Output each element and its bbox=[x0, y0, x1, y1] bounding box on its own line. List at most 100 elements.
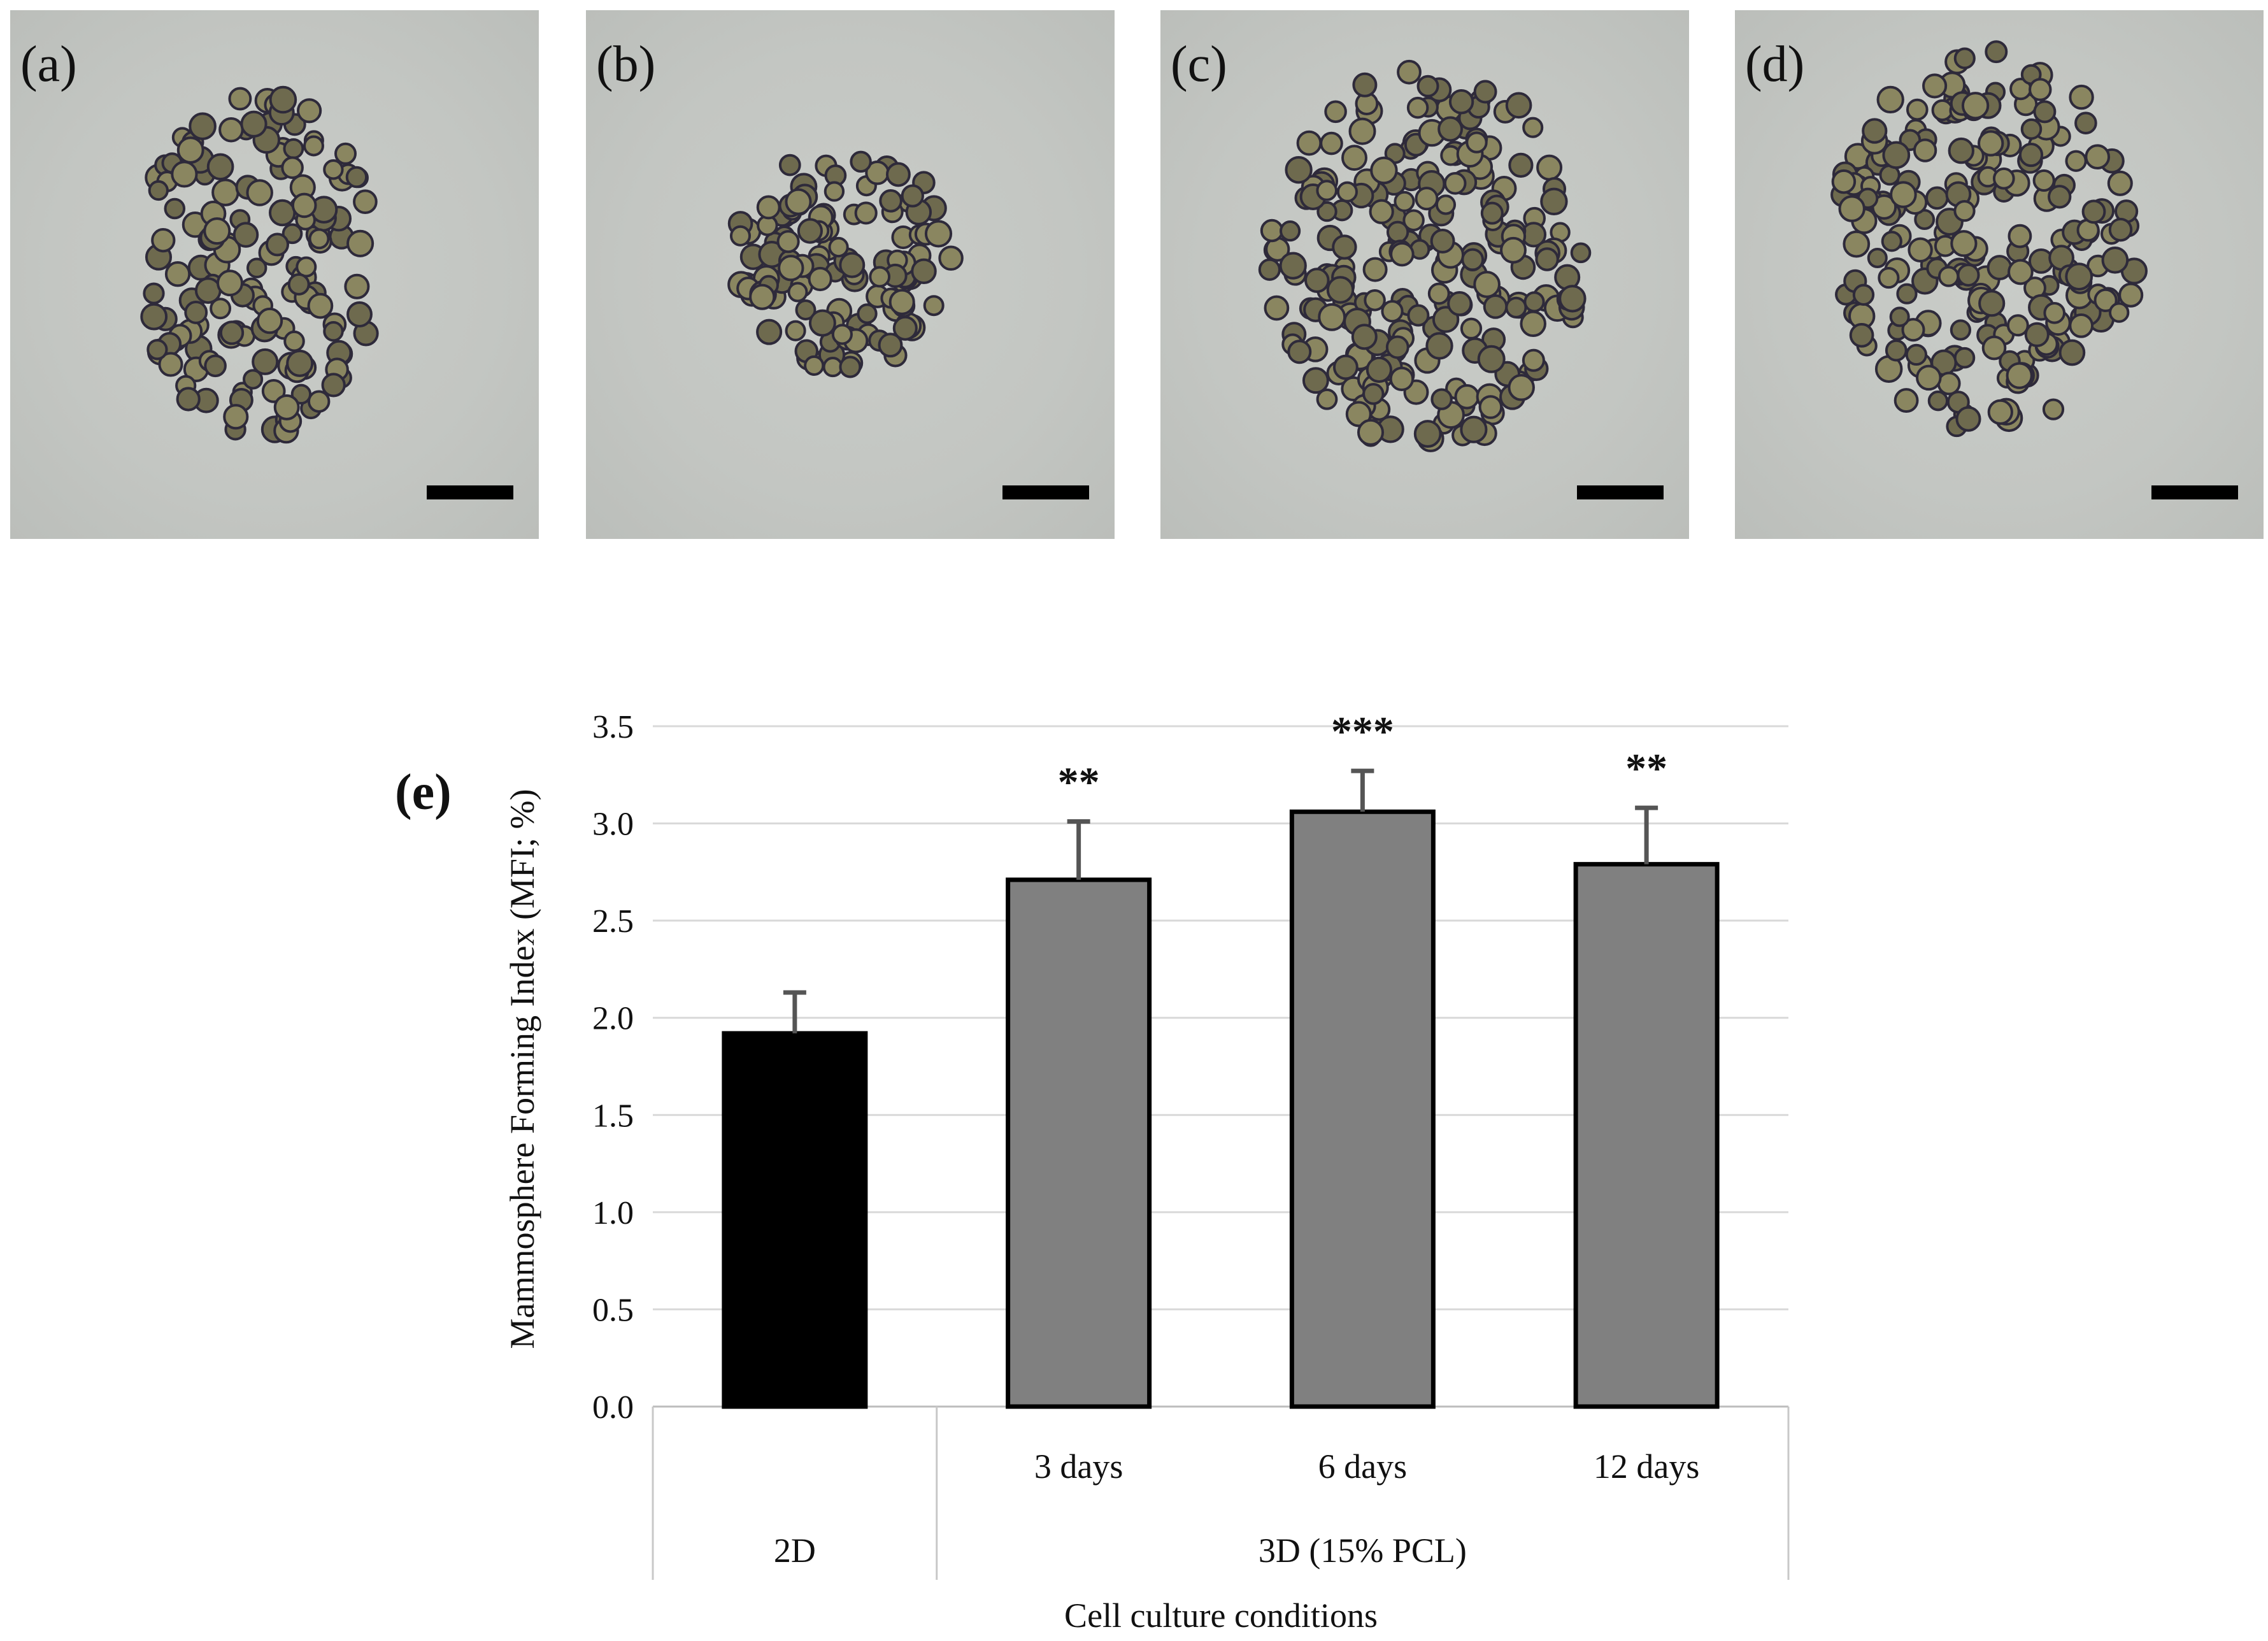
cell bbox=[2108, 217, 2133, 242]
micrograph-d: (d) bbox=[1735, 10, 2264, 539]
cell bbox=[2093, 288, 2118, 313]
cell bbox=[252, 348, 279, 375]
cell bbox=[1905, 343, 1928, 366]
cell bbox=[1831, 169, 1857, 194]
cell bbox=[1882, 141, 1911, 169]
cell bbox=[808, 266, 832, 292]
cell bbox=[2043, 301, 2066, 324]
cell bbox=[2029, 78, 2052, 101]
scale-bar-d bbox=[2151, 485, 2238, 499]
scale-bar-a bbox=[427, 485, 513, 499]
cell bbox=[1280, 220, 1301, 242]
cell bbox=[143, 282, 165, 305]
cell bbox=[778, 154, 801, 176]
cell bbox=[924, 220, 953, 248]
cell bbox=[1435, 194, 1457, 215]
cell bbox=[1950, 230, 1978, 257]
cell bbox=[1480, 201, 1504, 225]
cell bbox=[1324, 100, 1347, 124]
cell bbox=[223, 404, 249, 430]
cell bbox=[1304, 268, 1330, 293]
cell bbox=[1326, 276, 1355, 304]
cell bbox=[158, 352, 183, 377]
cell bbox=[1389, 366, 1415, 392]
cell bbox=[206, 153, 234, 181]
cell bbox=[1425, 332, 1453, 360]
cell bbox=[1948, 137, 1974, 164]
y-tick-label: 2.5 bbox=[592, 903, 634, 940]
cell bbox=[1522, 348, 1545, 372]
cell bbox=[281, 156, 304, 179]
cell bbox=[1953, 47, 1976, 69]
cell bbox=[246, 257, 267, 278]
cell bbox=[1413, 420, 1442, 448]
cell bbox=[1978, 130, 2004, 157]
cell bbox=[1473, 80, 1497, 104]
micrograph-a: (a) bbox=[10, 10, 539, 539]
cell bbox=[1366, 356, 1393, 383]
cell bbox=[1985, 40, 2008, 64]
cell bbox=[2006, 362, 2033, 389]
cell bbox=[1466, 131, 1488, 154]
cell bbox=[323, 159, 344, 180]
cell-cluster-b bbox=[727, 150, 964, 378]
cell bbox=[1987, 399, 2013, 426]
x-group-label: 3D (15% PCL) bbox=[1259, 1531, 1467, 1570]
cell bbox=[1916, 364, 1942, 391]
cell bbox=[776, 230, 800, 254]
cell bbox=[1885, 339, 1908, 362]
cell bbox=[2006, 314, 2029, 337]
cell bbox=[1460, 415, 1488, 443]
cell bbox=[1447, 290, 1473, 317]
cell bbox=[184, 300, 208, 324]
scale-bar-b bbox=[1002, 485, 1089, 499]
cell bbox=[334, 142, 357, 165]
cell bbox=[1867, 247, 1888, 269]
cell bbox=[1427, 282, 1450, 305]
cell bbox=[729, 225, 752, 247]
cell bbox=[1430, 228, 1455, 254]
cell bbox=[1385, 335, 1409, 359]
y-tick-label: 0.5 bbox=[592, 1292, 634, 1328]
cell bbox=[1508, 374, 1535, 401]
bar bbox=[1006, 877, 1152, 1409]
cell bbox=[839, 355, 862, 378]
cell bbox=[1849, 322, 1874, 348]
cell bbox=[1843, 230, 1871, 258]
cell bbox=[2020, 118, 2043, 140]
cell bbox=[164, 197, 186, 220]
cell bbox=[1341, 145, 1367, 171]
cell bbox=[232, 222, 259, 248]
cell bbox=[1838, 195, 1865, 222]
cell bbox=[2018, 143, 2044, 168]
cell bbox=[854, 201, 878, 225]
cell bbox=[1362, 257, 1388, 282]
cell bbox=[307, 292, 334, 319]
y-tick-label: 2.0 bbox=[592, 1001, 634, 1037]
cell bbox=[1336, 181, 1358, 203]
cell bbox=[1332, 354, 1359, 380]
cell bbox=[785, 320, 806, 341]
x-axis-label: Cell culture conditions bbox=[1064, 1596, 1378, 1635]
cell bbox=[1878, 267, 1900, 289]
x-group-label: 2D bbox=[774, 1531, 816, 1570]
cell-cluster-c bbox=[1258, 59, 1592, 452]
cell bbox=[203, 217, 231, 245]
cell bbox=[1390, 241, 1415, 267]
x-tick-label: 3 days bbox=[1034, 1447, 1123, 1486]
cell bbox=[1500, 236, 1527, 264]
cell bbox=[1357, 419, 1385, 446]
cell bbox=[1362, 383, 1385, 405]
cell bbox=[2074, 111, 2097, 135]
cell bbox=[1352, 72, 1378, 97]
cell bbox=[797, 218, 823, 244]
cell bbox=[303, 135, 324, 157]
cell bbox=[850, 150, 872, 173]
cell bbox=[1937, 266, 1960, 287]
cell bbox=[839, 252, 866, 278]
cell bbox=[346, 301, 373, 327]
cell bbox=[1461, 248, 1485, 271]
cell bbox=[1522, 117, 1544, 138]
cell bbox=[878, 333, 903, 358]
cell bbox=[291, 192, 317, 219]
